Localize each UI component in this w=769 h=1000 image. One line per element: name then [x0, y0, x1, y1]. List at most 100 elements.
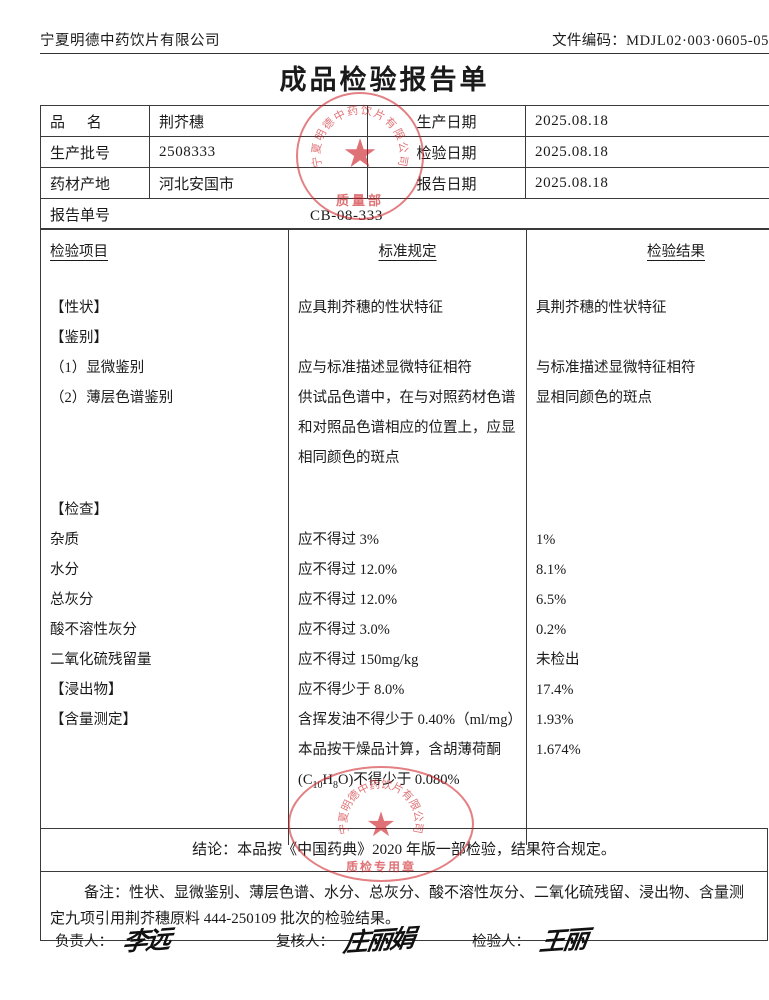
item-cell: 二氧化硫残留量: [40, 645, 289, 675]
table-row: 药材产地 河北安国市 报告日期 2025.08.18: [40, 167, 769, 199]
document-code-label: 文件编码：: [552, 33, 627, 49]
table-row: 酸不溶性灰分 应不得过 3.0% 0.2%: [40, 615, 769, 645]
standard-cell: 含挥发油不得少于 0.40%（ml/mg）: [288, 705, 527, 735]
item-cell: [40, 413, 289, 443]
table-row: (C10H8O)不得少于 0.080%: [40, 765, 769, 801]
table-row: 相同颜色的斑点: [40, 443, 769, 473]
spacer-cell: [40, 800, 289, 823]
result-cell: 17.4%: [526, 675, 769, 705]
table-row: （1）显微鉴别 应与标准描述显微特征相符 与标准描述显微特征相符: [40, 353, 769, 383]
standard-cell: [288, 323, 527, 353]
product-name-label: 品 名: [40, 105, 150, 137]
signature-group-reviewer: 复核人： 庄丽娟: [276, 923, 416, 958]
table-row: 【检查】: [40, 495, 769, 525]
document-code: 文件编码：MDJL02·003·0605-05: [552, 29, 769, 50]
item-cell: [40, 443, 289, 473]
item-cell: 酸不溶性灰分: [40, 615, 289, 645]
product-info-table: 品 名 荆芥穗 生产日期 2025.08.18 生产批号 2508333 检验日…: [40, 105, 769, 230]
spacer-cell: [526, 271, 769, 293]
result-cell: 显相同颜色的斑点: [526, 383, 769, 413]
signature-label: 负责人：: [55, 934, 113, 950]
standard-cell: 应与标准描述显微特征相符: [288, 353, 527, 383]
standard-cell: [288, 495, 527, 525]
conclusion-text: 本品按《中国药典》2020 年版一部检验，结果符合规定。: [237, 842, 616, 858]
standard-cell: 本品按干燥品计算，含胡薄荷酮: [288, 735, 527, 765]
item-cell: 【含量测定】: [40, 705, 289, 735]
table-row: 二氧化硫残留量 应不得过 150mg/kg 未检出: [40, 645, 769, 675]
result-cell: 6.5%: [526, 585, 769, 615]
result-cell: 未检出: [526, 645, 769, 675]
standard-cell: 应不得过 12.0%: [288, 585, 527, 615]
production-date-value: 2025.08.18: [525, 105, 769, 137]
result-cell: [526, 413, 769, 443]
signature-row: 负责人： 李远 复核人： 庄丽娟 检验人： 王丽: [40, 923, 768, 990]
table-row: 报告单号 CB-08-333: [40, 198, 769, 230]
table-row: 水分 应不得过 12.0% 8.1%: [40, 555, 769, 585]
standard-cell-formula: (C10H8O)不得少于 0.080%: [288, 765, 527, 801]
column-header-item: 检验项目: [40, 228, 289, 271]
standard-cell: 应不得过 12.0%: [288, 555, 527, 585]
product-name-value: 荆芥穗: [149, 105, 368, 137]
inspection-date-value: 2025.08.18: [525, 136, 769, 168]
standard-cell: 和对照品色谱相应的位置上，应显: [288, 413, 527, 443]
standard-cell: 应不得过 3.0%: [288, 615, 527, 645]
handwritten-signature: 李远: [120, 924, 172, 957]
table-row: 【鉴别】: [40, 323, 769, 353]
batch-no-label: 生产批号: [40, 136, 150, 168]
result-cell: [526, 323, 769, 353]
signature-group-responsible: 负责人： 李远: [55, 924, 172, 957]
signature-group-inspector: 检验人： 王丽: [472, 924, 588, 956]
origin-label: 药材产地: [40, 167, 150, 199]
result-cell: 具荆芥穗的性状特征: [526, 293, 769, 323]
spacer-cell: [288, 473, 527, 495]
standard-cell: 应不得过 3%: [288, 525, 527, 555]
document-header: 宁夏明德中药饮片有限公司 文件编码：MDJL02·003·0605-05: [40, 28, 769, 54]
table-row: 品 名 荆芥穗 生产日期 2025.08.18: [40, 105, 769, 137]
result-cell: 1%: [526, 525, 769, 555]
table-row: 【含量测定】 含挥发油不得少于 0.40%（ml/mg） 1.93%: [40, 705, 769, 735]
spacer-cell: [526, 800, 769, 823]
inspection-table-header: 检验项目 标准规定 检验结果: [40, 228, 769, 271]
item-cell: 【浸出物】: [40, 675, 289, 705]
table-row: （2）薄层色谱鉴别 供试品色谱中，在与对照药材色谱 显相同颜色的斑点: [40, 383, 769, 413]
standard-cell: 应不得少于 8.0%: [288, 675, 527, 705]
spacer-cell: [288, 800, 527, 823]
report-no-cell: 报告单号 CB-08-333: [40, 198, 769, 230]
item-cell: [40, 765, 289, 801]
table-row: 总灰分 应不得过 12.0% 6.5%: [40, 585, 769, 615]
column-header-result: 检验结果: [526, 228, 769, 271]
result-cell: 与标准描述显微特征相符: [526, 353, 769, 383]
spacer-cell: [40, 271, 289, 293]
table-row: 生产批号 2508333 检验日期 2025.08.18: [40, 136, 769, 168]
result-cell: 0.2%: [526, 615, 769, 645]
table-row: 和对照品色谱相应的位置上，应显: [40, 413, 769, 443]
report-no-value: CB-08-333: [310, 207, 383, 224]
result-cell: [526, 495, 769, 525]
column-header-standard: 标准规定: [288, 228, 527, 271]
remark-text: 性状、显微鉴别、薄层色谱、水分、总灰分、酸不溶性灰分、二氧化硫残留、浸出物、含量…: [50, 885, 745, 927]
table-row: 杂质 应不得过 3% 1%: [40, 525, 769, 555]
item-cell: 水分: [40, 555, 289, 585]
report-date-value: 2025.08.18: [525, 167, 769, 199]
origin-value: 河北安国市: [149, 167, 368, 199]
handwritten-signature: 庄丽娟: [341, 923, 416, 958]
report-no-label: 报告单号: [50, 207, 111, 224]
inspection-table: 检验项目 标准规定 检验结果 【性状】 应具荆芥穗的性状特征 具荆芥穗的性状特征…: [40, 228, 769, 845]
inspection-date-label: 检验日期: [367, 136, 526, 168]
standard-cell: 应具荆芥穗的性状特征: [288, 293, 527, 323]
result-cell: 8.1%: [526, 555, 769, 585]
standard-cell: 供试品色谱中，在与对照药材色谱: [288, 383, 527, 413]
spacer-cell: [288, 271, 527, 293]
conclusion-table: 结论：本品按《中国药典》2020 年版一部检验，结果符合规定。 备注：性状、显微…: [40, 828, 768, 941]
standard-cell: 相同颜色的斑点: [288, 443, 527, 473]
table-row-spacer: [40, 473, 769, 495]
table-row: 结论：本品按《中国药典》2020 年版一部检验，结果符合规定。: [40, 828, 768, 872]
item-cell: 【性状】: [40, 293, 289, 323]
result-cell: [526, 443, 769, 473]
spacer-cell: [526, 473, 769, 495]
standard-cell: 应不得过 150mg/kg: [288, 645, 527, 675]
table-row: 【浸出物】 应不得少于 8.0% 17.4%: [40, 675, 769, 705]
table-row-spacer: [40, 800, 769, 823]
signature-label: 复核人：: [276, 934, 334, 950]
